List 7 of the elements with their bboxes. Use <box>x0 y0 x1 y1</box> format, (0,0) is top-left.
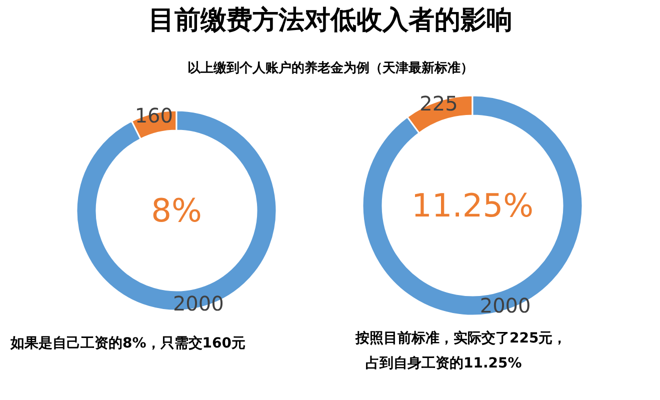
text: 11.25% <box>411 186 534 224</box>
text: 如果是自己工资的8%，只需交160元 <box>10 334 246 352</box>
text: 以上缴到个人账户的养老金为例（天津最新标准） <box>188 60 474 76</box>
text: 按照目前标准，实际交了225元， <box>354 330 567 346</box>
text: 8% <box>151 192 202 230</box>
text: 目前缴费方法对低收入者的影响 <box>148 6 512 36</box>
text: 占到自身工资的11.25% <box>366 356 522 372</box>
